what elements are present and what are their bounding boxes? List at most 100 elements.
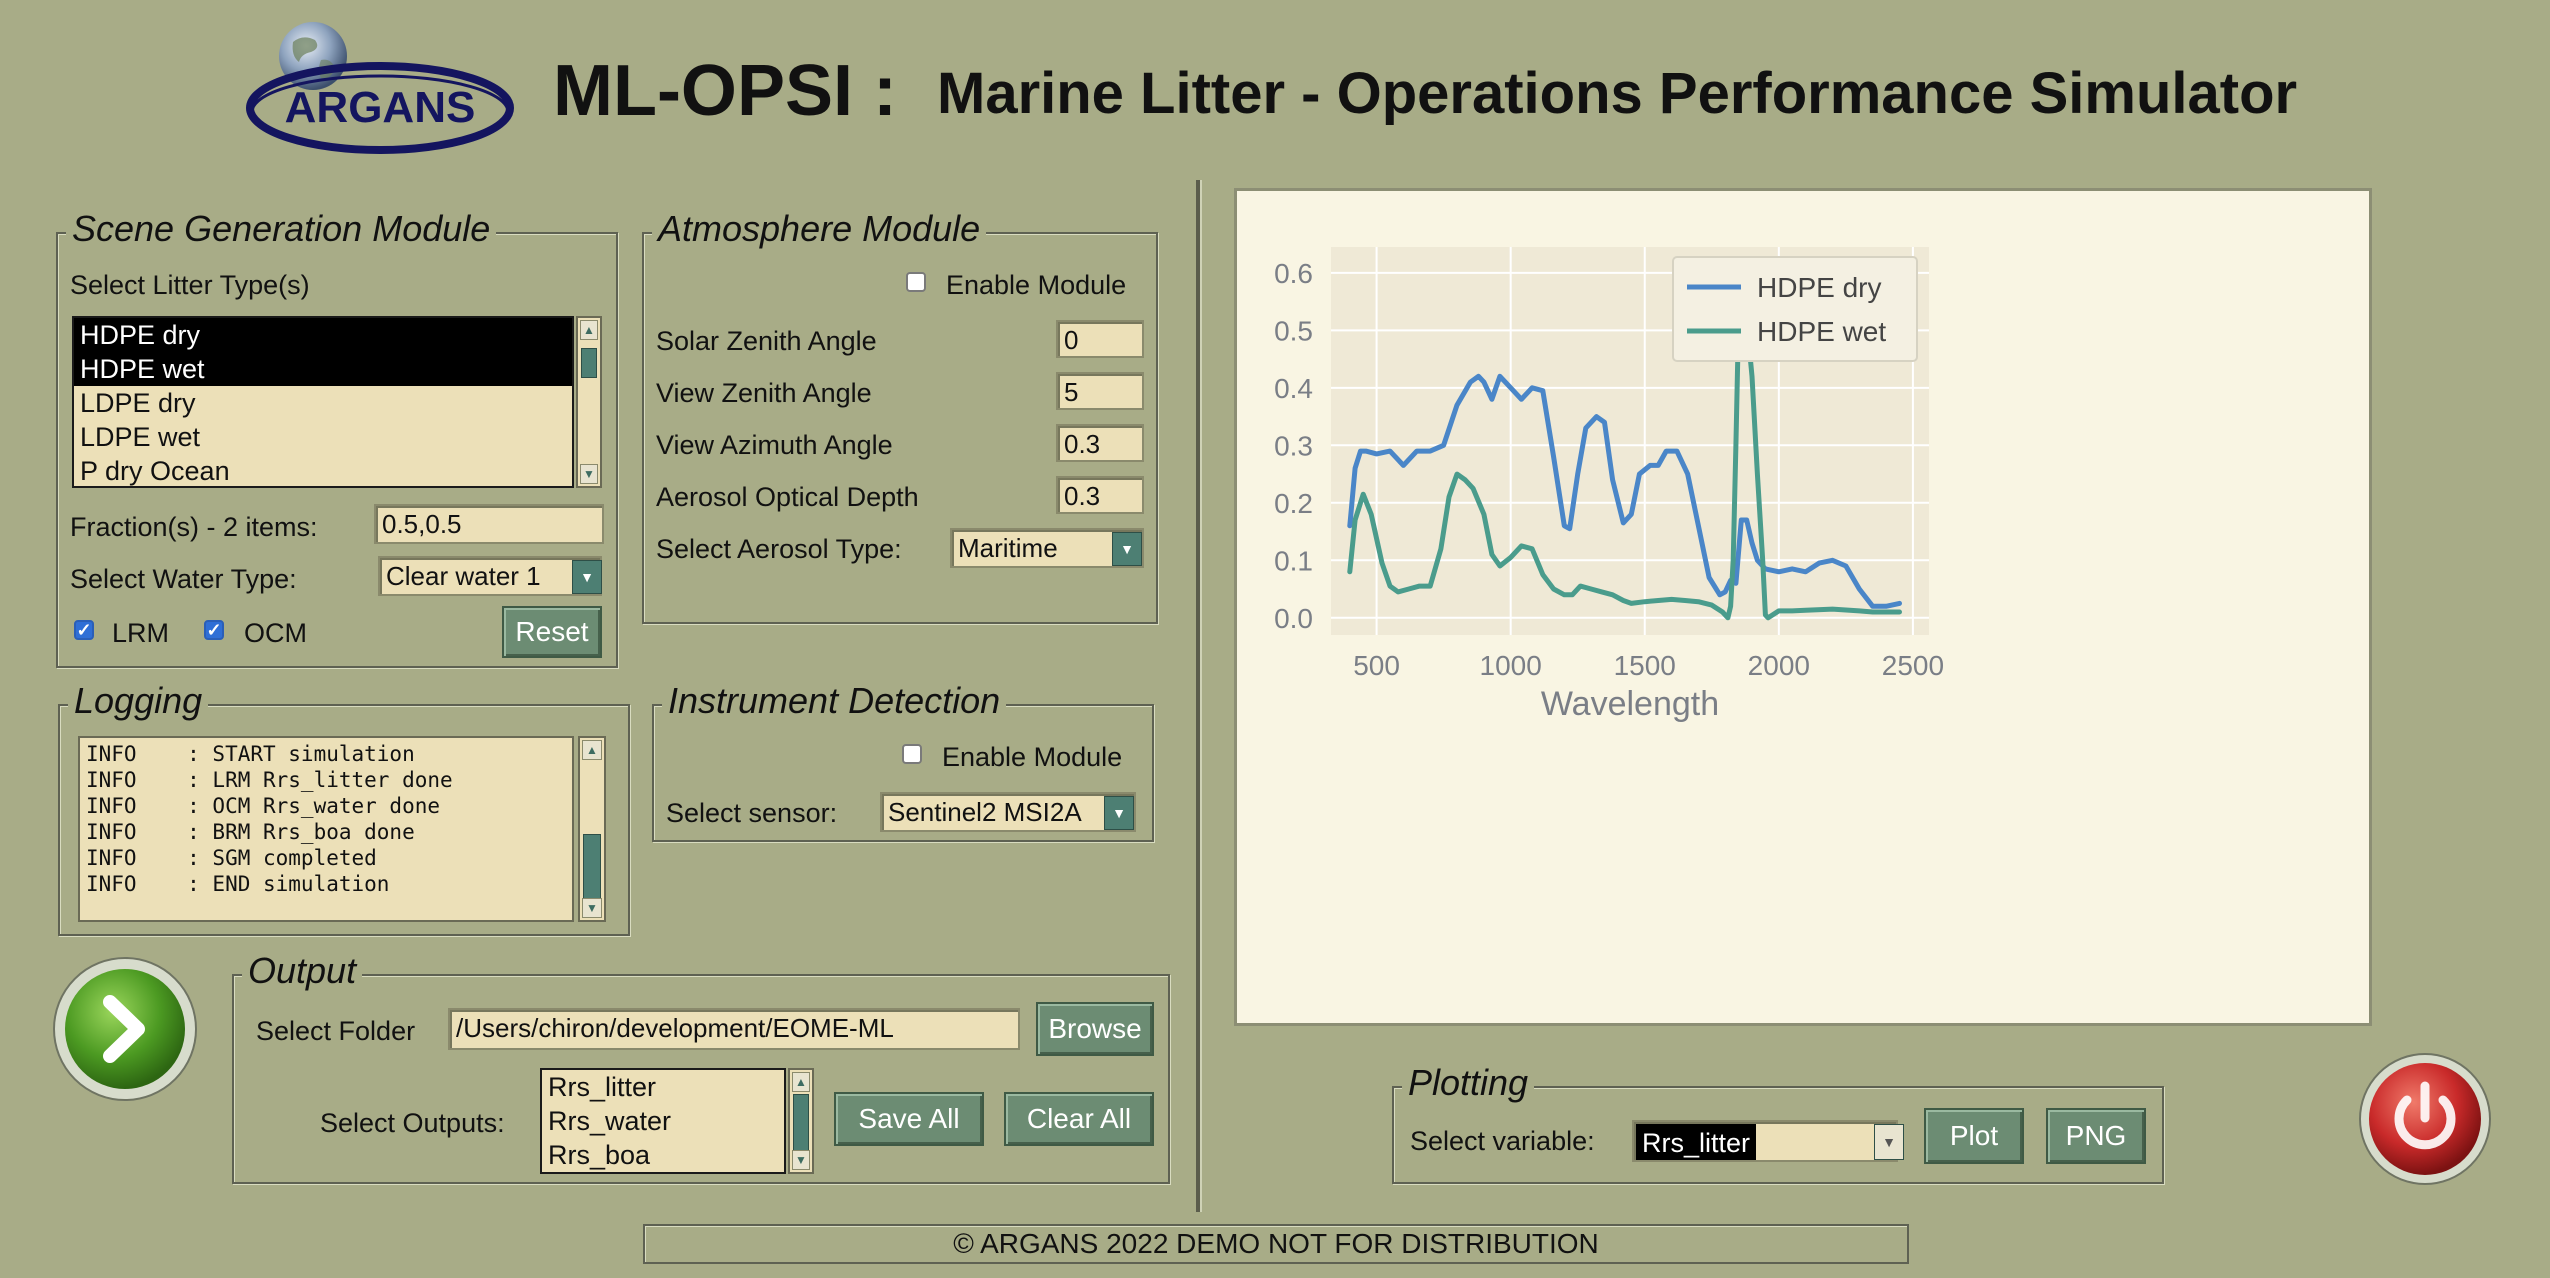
litter-type-label: Select Litter Type(s) (70, 270, 310, 300)
scroll-down-icon[interactable]: ▼ (580, 464, 598, 484)
y-tick-label: 0.1 (1274, 545, 1313, 576)
instrument-group: Instrument Detection Enable Module Selec… (652, 680, 1154, 842)
ocm-label: OCM (244, 618, 307, 648)
scroll-thumb[interactable] (581, 348, 597, 378)
footer-notice: © ARGANS 2022 DEMO NOT FOR DISTRIBUTION (643, 1224, 1909, 1264)
y-tick-label: 0.2 (1274, 488, 1313, 519)
scroll-up-icon[interactable]: ▲ (580, 320, 598, 340)
scroll-thumb[interactable] (583, 834, 601, 900)
litter-item-hdpe-dry[interactable]: HDPE dry (74, 318, 572, 352)
solar-zenith-label: Solar Zenith Angle (656, 326, 877, 356)
scene-generation-group: Scene Generation Module Select Litter Ty… (56, 208, 618, 668)
fraction-input[interactable]: 0.5,0.5 (374, 504, 604, 544)
litter-item-hdpe-wet[interactable]: HDPE wet (74, 352, 572, 386)
power-button[interactable] (2358, 1052, 2492, 1186)
png-button[interactable]: PNG (2046, 1108, 2146, 1164)
view-zenith-label: View Zenith Angle (656, 378, 872, 408)
litter-item-ldpe-dry[interactable]: LDPE dry (80, 388, 196, 418)
x-tick-label: 2500 (1882, 650, 1944, 681)
folder-label: Select Folder (256, 1016, 416, 1046)
series-line-hdpe-wet (1347, 264, 1902, 621)
variable-value: Rrs_litter (1636, 1124, 1757, 1160)
vertical-divider (1196, 180, 1200, 1212)
outputs-scrollbar[interactable]: ▲ ▼ (788, 1068, 814, 1174)
chevron-down-icon[interactable]: ▼ (1874, 1124, 1904, 1160)
argans-logo: ARGANS (246, 22, 514, 154)
instrument-enable-checkbox[interactable] (902, 744, 922, 764)
output-item-rrs-litter[interactable]: Rrs_litter (548, 1072, 657, 1102)
lrm-label: LRM (112, 618, 170, 648)
instrument-group-title: Instrument Detection (662, 680, 1007, 722)
browse-button[interactable]: Browse (1036, 1002, 1154, 1056)
aerosol-depth-input[interactable]: 0.3 (1056, 476, 1144, 514)
x-tick-label: 1000 (1480, 650, 1542, 681)
log-line: INFO : LRM Rrs_litter done (86, 768, 453, 792)
power-icon (2394, 1081, 2456, 1150)
log-line: INFO : OCM Rrs_water done (86, 794, 441, 818)
atmosphere-group-title: Atmosphere Module (652, 208, 987, 250)
litter-item-ldpe-wet[interactable]: LDPE wet (80, 422, 201, 452)
app-title: ML-OPSI : (553, 51, 897, 131)
app-subtitle: Marine Litter - Operations Performance S… (937, 61, 2298, 126)
spectrum-chart: 500 1000 1500 2000 2500 0.0 0.1 0.2 0.3 0.4 0.5 0.6… (1274, 247, 1944, 723)
clear-all-button[interactable]: Clear All (1004, 1092, 1154, 1146)
solar-zenith-input[interactable]: 0 (1056, 320, 1144, 358)
scroll-up-icon[interactable]: ▲ (792, 1072, 810, 1092)
view-zenith-input[interactable]: 5 (1056, 372, 1144, 410)
instrument-enable-label: Enable Module (942, 742, 1123, 772)
atmosphere-enable-checkbox[interactable] (906, 272, 926, 292)
reset-button[interactable]: Reset (502, 606, 602, 658)
output-item-rrs-boa[interactable]: Rrs_boa (548, 1140, 651, 1170)
atmosphere-group: Atmosphere Module Enable Module Solar Ze… (642, 208, 1158, 624)
outputs-list[interactable]: Rrs_litter Rrs_water Rrs_boa (540, 1068, 786, 1174)
output-item-rrs-water[interactable]: Rrs_water (548, 1106, 672, 1136)
legend-box (1672, 256, 1918, 362)
sensor-label: Select sensor: (666, 798, 838, 828)
y-tick-label: 0.3 (1274, 430, 1313, 461)
water-type-label: Select Water Type: (70, 564, 297, 594)
log-line: INFO : BRM Rrs_boa done (86, 820, 415, 844)
logo-text: ARGANS (285, 83, 476, 132)
view-azimuth-input[interactable]: 0.3 (1056, 424, 1144, 462)
save-all-button[interactable]: Save All (834, 1092, 984, 1146)
run-button[interactable] (52, 956, 198, 1102)
scroll-up-icon[interactable]: ▲ (582, 740, 602, 760)
chevron-down-icon[interactable]: ▼ (572, 560, 602, 594)
sensor-select[interactable]: Sentinel2 MSI2A (880, 792, 1136, 832)
y-tick-label: 0.4 (1274, 373, 1313, 404)
atmosphere-enable-label: Enable Module (946, 270, 1127, 300)
litter-type-list[interactable]: HDPE dry HDPE wet LDPE dry LDPE wet P dr… (72, 316, 574, 488)
lrm-checkbox[interactable]: ✓ (74, 620, 94, 640)
fraction-label: Fraction(s) - 2 items: (70, 512, 318, 542)
plot-button[interactable]: Plot (1924, 1108, 2024, 1164)
aerosol-depth-label: Aerosol Optical Depth (656, 482, 919, 512)
logging-group: Logging INFO : START simulation INFO : L… (58, 680, 630, 936)
ocm-checkbox[interactable]: ✓ (204, 620, 224, 640)
litter-list-scrollbar[interactable]: ▲ ▼ (576, 316, 602, 488)
y-tick-label: 0.5 (1274, 315, 1313, 346)
view-azimuth-label: View Azimuth Angle (656, 430, 893, 460)
scroll-down-icon[interactable]: ▼ (582, 898, 602, 918)
legend-entry: HDPE wet (1757, 316, 1886, 347)
series-line-hdpe-dry (1347, 373, 1902, 609)
scroll-down-icon[interactable]: ▼ (792, 1150, 810, 1170)
litter-item-p-dry-ocean[interactable]: P dry Ocean (80, 456, 230, 486)
scene-group-title: Scene Generation Module (66, 208, 497, 250)
logging-group-title: Logging (68, 680, 209, 722)
variable-select[interactable]: Rrs_litter (1632, 1120, 1898, 1162)
outputs-label: Select Outputs: (320, 1108, 505, 1138)
chart-legend: HDPE dry HDPE wet (1672, 256, 1918, 362)
scroll-thumb[interactable] (793, 1094, 809, 1152)
log-scrollbar[interactable]: ▲ ▼ (578, 736, 606, 922)
legend-entry: HDPE dry (1757, 272, 1881, 303)
plotting-group-title: Plotting (1402, 1062, 1535, 1104)
folder-input[interactable]: /Users/chiron/development/EOME-ML (448, 1008, 1020, 1050)
chevron-down-icon[interactable]: ▼ (1112, 532, 1142, 566)
x-tick-label: 500 (1353, 650, 1400, 681)
log-output: INFO : START simulation INFO : LRM Rrs_l… (78, 736, 574, 922)
water-type-select[interactable]: Clear water 1 (378, 556, 602, 596)
x-axis-label: Wavelength (1541, 685, 1719, 723)
aerosol-type-select[interactable]: Maritime (950, 528, 1144, 568)
chevron-down-icon[interactable]: ▼ (1104, 796, 1134, 830)
plotting-group: Plotting Select variable: Rrs_litter ▼ P… (1392, 1062, 2164, 1184)
